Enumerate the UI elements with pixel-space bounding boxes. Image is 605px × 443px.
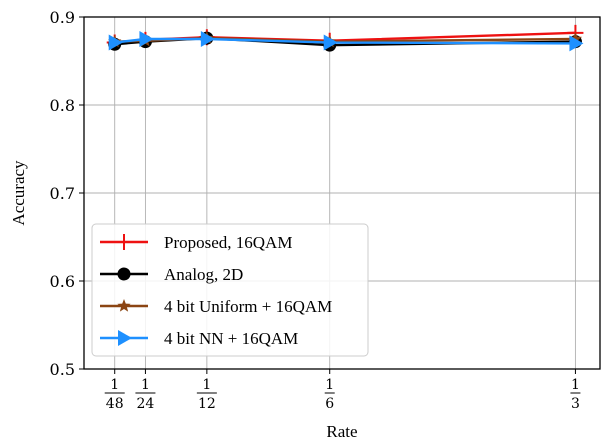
x-tick-label-numerator: 1 bbox=[571, 377, 580, 393]
star-marker bbox=[117, 299, 131, 312]
triangle-marker bbox=[139, 31, 154, 47]
y-tick-label: 0.7 bbox=[50, 184, 75, 203]
legend-item: 4 bit Uniform + 16QAM bbox=[100, 297, 332, 316]
legend: Proposed, 16QAM Analog, 2D 4 bit Uniform +… bbox=[91, 223, 369, 357]
legend-item: Proposed, 16QAM bbox=[100, 233, 292, 252]
star-marker bbox=[568, 32, 583, 45]
x-tick-label-numerator: 1 bbox=[110, 377, 119, 393]
triangle-marker bbox=[569, 35, 584, 52]
x-tick-label-denominator: 12 bbox=[198, 396, 216, 412]
triangle-marker bbox=[323, 34, 338, 51]
legend-label: 4 bit Uniform + 16QAM bbox=[164, 297, 332, 316]
series-4-bit-nn-16qam bbox=[108, 31, 584, 52]
y-tick-label: 0.9 bbox=[50, 8, 75, 27]
series-layer bbox=[106, 24, 584, 52]
x-axis-label: Rate bbox=[326, 422, 357, 441]
x-tick-label-denominator: 24 bbox=[137, 396, 155, 412]
x-tick-label-numerator: 1 bbox=[202, 377, 211, 393]
legend-box bbox=[91, 223, 369, 357]
x-tick-label-denominator: 3 bbox=[571, 396, 580, 412]
triangle-marker bbox=[200, 31, 215, 47]
plus-marker bbox=[116, 234, 132, 250]
y-axis-label: Accuracy bbox=[9, 160, 28, 226]
y-tick-label: 0.5 bbox=[50, 360, 75, 379]
legend-label: Proposed, 16QAM bbox=[164, 233, 292, 252]
y-tick-label: 0.8 bbox=[50, 96, 75, 115]
y-axis-ticks: 0.5 0.6 0.7 0.8 0.9 bbox=[50, 8, 84, 379]
legend-item: Analog, 2D bbox=[100, 265, 243, 284]
legend-label: Analog, 2D bbox=[164, 265, 243, 284]
triangle-marker bbox=[118, 330, 132, 346]
circle-marker bbox=[117, 267, 131, 281]
triangle-marker bbox=[108, 34, 123, 51]
x-tick-label-denominator: 6 bbox=[325, 396, 334, 412]
series-proposed-16qam bbox=[106, 24, 584, 51]
x-tick-label-numerator: 1 bbox=[141, 377, 150, 393]
x-axis-ticks: 1 48 1 24 1 12 1 6 1 3 bbox=[104, 369, 581, 412]
y-tick-label: 0.6 bbox=[50, 272, 75, 291]
legend-item: 4 bit NN + 16QAM bbox=[100, 329, 298, 348]
x-tick-label-denominator: 48 bbox=[106, 396, 124, 412]
legend-label: 4 bit NN + 16QAM bbox=[164, 329, 298, 348]
x-tick-label-numerator: 1 bbox=[325, 377, 334, 393]
